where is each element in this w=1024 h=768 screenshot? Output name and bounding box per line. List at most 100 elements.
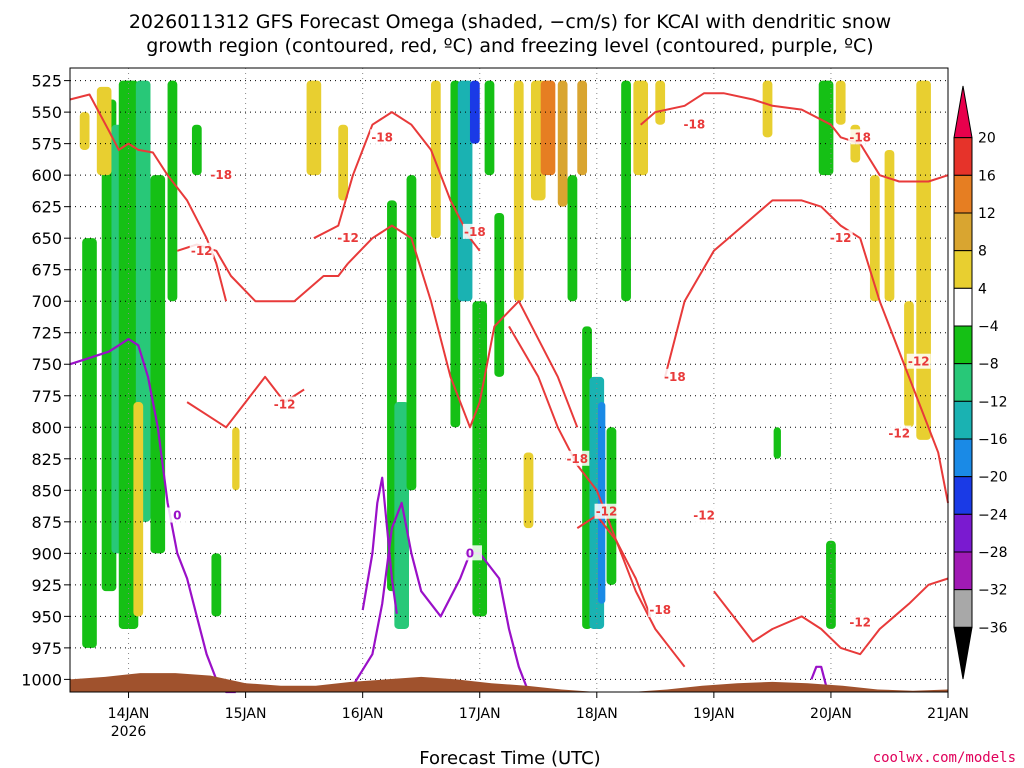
contour-label-17: 0 — [173, 509, 181, 523]
omega-region-43 — [835, 80, 846, 125]
contour-label-bg-7 — [272, 396, 297, 412]
freezing-contour-2 — [361, 476, 398, 614]
y-axis: 525 550 575 600 625 650 675 700 725 750 775 800 825 8… — [21, 72, 70, 689]
omega-region-29 — [557, 80, 568, 207]
contour-label-7: -12 — [274, 398, 296, 412]
colorbar-label-10: −24 — [978, 507, 1008, 523]
contour-label-9: -12 — [908, 355, 930, 369]
contour-label-12: -12 — [693, 509, 715, 523]
xtick-label-16JAN: 16JAN — [342, 706, 384, 722]
xtick-label-20JAN: 20JAN — [810, 706, 852, 722]
omega-region-10 — [96, 86, 112, 176]
contour-label-16: -18 — [649, 603, 671, 617]
omega-region-5 — [150, 175, 166, 554]
contour-label-bg-14 — [565, 450, 590, 466]
dgz-contours — [69, 92, 949, 668]
freezing-contour-3 — [810, 665, 828, 686]
ytick-label-850: 850 — [31, 481, 62, 500]
omega-region-31 — [577, 80, 588, 176]
omega-region-24 — [494, 212, 505, 377]
dgz-contour-5 — [664, 199, 949, 504]
freezing-contours — [69, 337, 828, 694]
ytick-label-1000: 1000 — [21, 670, 62, 689]
contour-label-3: -18 — [684, 118, 706, 132]
xtick-sublabel-14JAN: 2026 — [111, 724, 147, 740]
ytick-label-900: 900 — [31, 544, 62, 563]
contour-label-bg-10 — [887, 425, 912, 441]
colorbar-label-0: 20 — [978, 131, 996, 147]
colorbar-swatch-9 — [953, 438, 973, 478]
colorbar-swatch-1 — [953, 137, 973, 176]
contour-label-bg-13 — [848, 614, 873, 630]
contour-label-bg-6 — [336, 230, 361, 246]
contour-label-5: -12 — [191, 244, 213, 258]
colorbar-swatch-8 — [953, 400, 973, 440]
ytick-label-600: 600 — [31, 166, 62, 185]
plot-frame — [69, 67, 949, 693]
xtick-label-17JAN: 17JAN — [459, 706, 501, 722]
ytick-label-675: 675 — [31, 261, 62, 280]
omega-region-7 — [191, 124, 202, 176]
contour-label-bg-8 — [828, 230, 853, 246]
ytick-label-650: 650 — [31, 229, 62, 248]
dgz-contour-2 — [640, 92, 949, 183]
omega-region-20 — [457, 80, 473, 302]
colorbar-swatch-2 — [953, 174, 973, 214]
omega-region-26 — [523, 452, 534, 529]
ytick-label-950: 950 — [31, 607, 62, 626]
ytick-label-625: 625 — [31, 198, 62, 217]
colorbar-label-2: 12 — [978, 206, 996, 222]
omega-region-6 — [167, 80, 178, 302]
contour-label-4: -18 — [849, 130, 871, 144]
colorbar-swatch-5 — [953, 287, 973, 327]
colorbar-label-5: −4 — [978, 319, 999, 335]
omega-region-30 — [567, 175, 578, 302]
ytick-label-550: 550 — [31, 103, 62, 122]
contour-label-1: -18 — [371, 130, 393, 144]
contour-label-bg-1 — [370, 129, 395, 145]
omega-region-8 — [211, 553, 222, 617]
freezing-contour-1 — [351, 501, 530, 693]
colorbar-top-arrow — [953, 85, 973, 139]
ytick-label-725: 725 — [31, 324, 62, 343]
omega-region-13 — [306, 80, 322, 176]
x-axis-label: Forecast Time (UTC) — [419, 748, 600, 768]
chart-title-line1: 2026011312 GFS Forecast Omega (shaded, −… — [129, 11, 891, 33]
ytick-label-825: 825 — [31, 450, 62, 469]
colorbar-swatch-10 — [953, 476, 973, 515]
colorbar-label-4: 4 — [978, 281, 987, 297]
colorbar-swatch-7 — [953, 363, 973, 402]
colorbar: 20 16 12 8 4 −4 −8 −12 −16 −20 −24 −28 −32 −36 — [953, 85, 1008, 680]
contour-label-bg-12 — [692, 507, 717, 523]
dgz-contour-4 — [347, 224, 579, 429]
omega-region-45 — [869, 175, 880, 302]
colorbar-swatch-12 — [953, 551, 973, 591]
colorbar-label-12: −32 — [978, 583, 1008, 599]
colorbar-label-11: −28 — [978, 545, 1008, 561]
ytick-label-925: 925 — [31, 576, 62, 595]
contour-label-2: -18 — [464, 225, 486, 239]
dgz-contour-0 — [69, 93, 228, 302]
plot-area: -18 -18 -18 -18 -18 -12 -12 -12 -12 -12 -12 -12 -12 -… — [69, 67, 949, 694]
omega-region-9 — [79, 112, 90, 150]
omega-region-36 — [621, 80, 631, 302]
ytick-label-875: 875 — [31, 513, 62, 532]
colorbar-label-7: −12 — [978, 394, 1008, 410]
contour-label-15: -18 — [664, 370, 686, 384]
contour-label-18: 0 — [466, 546, 474, 560]
x-axis: 14JAN 2026 15JAN 16JAN 17JAN 18JAN 19JAN 20JAN 2… — [108, 692, 969, 740]
ytick-label-525: 525 — [31, 72, 62, 91]
omega-region-48 — [916, 80, 931, 440]
omega-region-46 — [884, 149, 895, 302]
contour-label-10: -12 — [888, 427, 910, 441]
contour-label-bg-9 — [906, 353, 931, 369]
ytick-label-975: 975 — [31, 639, 62, 658]
omega-region-40 — [773, 427, 781, 459]
contour-label-bg-5 — [189, 242, 214, 258]
omega-region-15 — [387, 200, 397, 592]
contour-label-bg-16 — [648, 602, 673, 618]
omega-shading — [79, 80, 931, 648]
colorbar-label-6: −8 — [978, 357, 999, 373]
contour-label-bg-18 — [457, 545, 482, 561]
